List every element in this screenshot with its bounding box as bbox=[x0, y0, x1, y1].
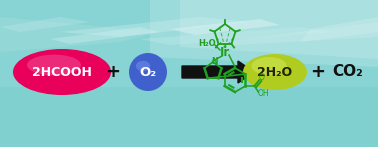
Polygon shape bbox=[50, 27, 160, 44]
Polygon shape bbox=[0, 0, 378, 87]
Polygon shape bbox=[150, 0, 378, 67]
Text: O: O bbox=[259, 74, 264, 82]
Polygon shape bbox=[300, 17, 378, 42]
Polygon shape bbox=[170, 19, 280, 35]
Ellipse shape bbox=[251, 57, 287, 75]
Ellipse shape bbox=[13, 49, 111, 95]
Ellipse shape bbox=[129, 53, 167, 91]
Polygon shape bbox=[0, 17, 160, 52]
Text: +: + bbox=[310, 63, 325, 81]
Text: O₂: O₂ bbox=[139, 66, 156, 78]
Ellipse shape bbox=[27, 55, 81, 75]
Text: Ir: Ir bbox=[220, 46, 230, 59]
Text: 2H₂O: 2H₂O bbox=[257, 66, 293, 78]
Text: 2HCOOH: 2HCOOH bbox=[32, 66, 92, 78]
Polygon shape bbox=[140, 27, 330, 45]
Polygon shape bbox=[200, 22, 378, 47]
Text: N: N bbox=[211, 57, 217, 66]
Polygon shape bbox=[0, 17, 90, 32]
Ellipse shape bbox=[136, 61, 150, 71]
FancyArrow shape bbox=[182, 61, 254, 83]
Text: H₂O: H₂O bbox=[198, 40, 216, 49]
Text: OH: OH bbox=[257, 90, 269, 98]
Polygon shape bbox=[180, 0, 378, 59]
Ellipse shape bbox=[243, 54, 307, 90]
Text: CO₂: CO₂ bbox=[333, 65, 363, 80]
Text: +: + bbox=[105, 63, 121, 81]
Polygon shape bbox=[60, 17, 250, 37]
